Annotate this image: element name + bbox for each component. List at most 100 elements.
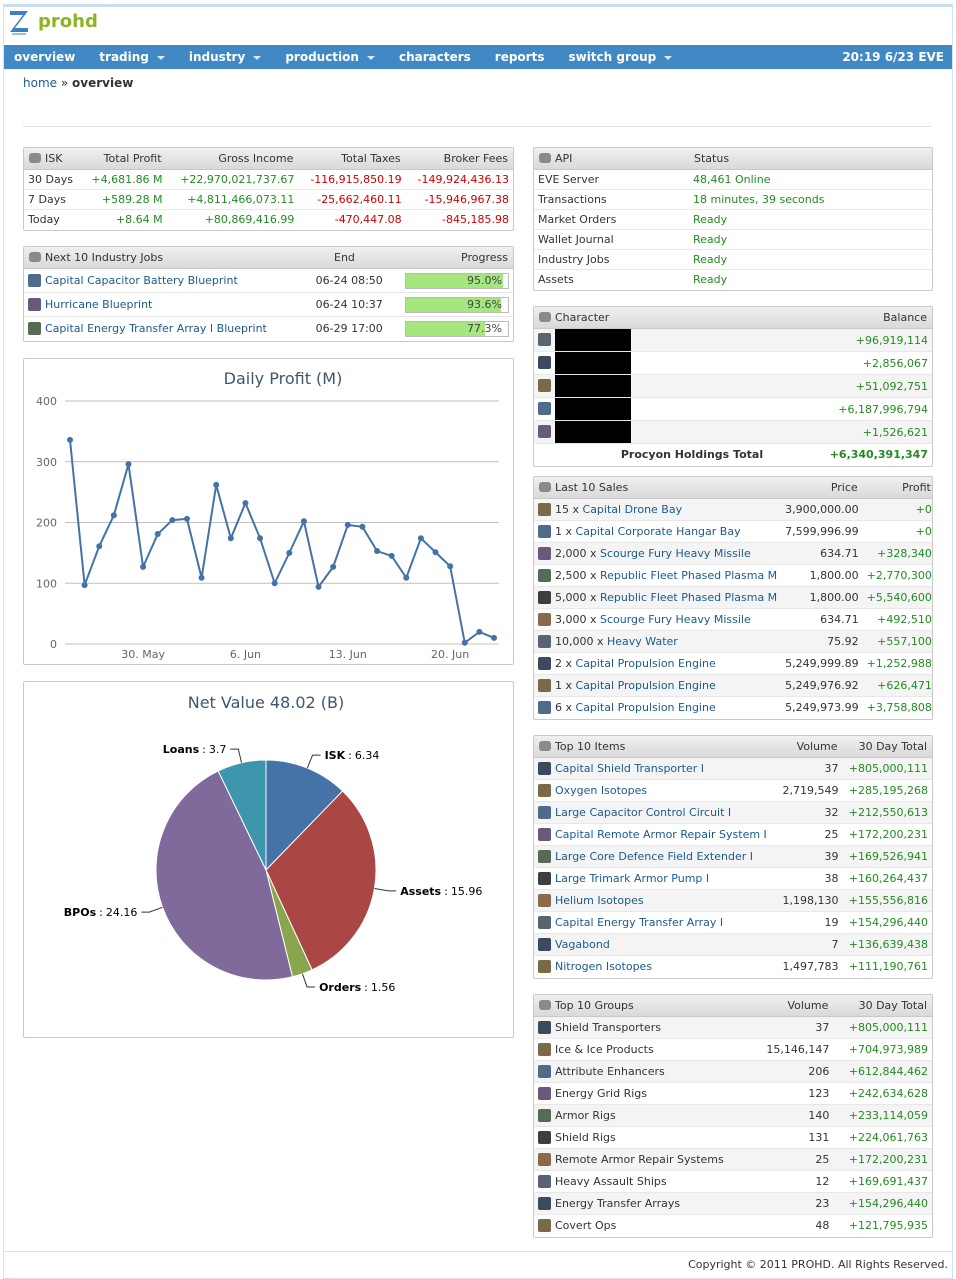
- cell: +22,970,021,737.67: [166, 169, 299, 190]
- cell: 7 Days: [24, 189, 82, 210]
- nav-label: reports: [494, 50, 545, 64]
- row: Today +8.64 M +80,869,416.99 -470,447.08 -84…: [24, 210, 513, 230]
- quantity: 5,000 x: [555, 591, 597, 604]
- nav-item[interactable]: production: [275, 50, 385, 64]
- cell: Assets: [538, 273, 574, 287]
- item-link[interactable]: Capital Propulsion Engine: [575, 701, 716, 715]
- name-cell: Vagabond: [534, 933, 777, 956]
- label-connector: [374, 887, 397, 892]
- item-link[interactable]: Capital Corporate Hangar Bay: [575, 525, 741, 538]
- item-link[interactable]: Large Core Defence Field Extender I: [555, 850, 753, 863]
- item-link[interactable]: Oxygen Isotopes: [555, 784, 648, 797]
- name-cell: Nitrogen Isotopes: [534, 956, 777, 978]
- name-cell: Heavy Assault Ships: [534, 1170, 754, 1193]
- item-link[interactable]: Capital Shield Transporter I: [555, 762, 705, 775]
- row: 7 Days +589.28 M +4,811,466,073.11 -25,662,…: [24, 189, 513, 210]
- chart-title: Net Value 48.02 (B): [188, 693, 345, 712]
- slice-value: 15.96: [451, 885, 483, 898]
- volume: 19: [776, 911, 843, 934]
- header-text: Volume: [787, 999, 829, 1012]
- price: 1,800.00: [781, 586, 863, 609]
- data-point: [417, 535, 424, 542]
- nav-item[interactable]: characters: [389, 50, 481, 64]
- profit: +3,758,808: [866, 701, 932, 715]
- slice-value: 1.56: [371, 981, 396, 994]
- line-chart: Daily Profit (M) 0 100 200 300 400 30. May 6. J…: [36, 369, 499, 661]
- row: Large Trimark Armor Pump I 38 +160,264,437: [534, 867, 932, 890]
- item-link[interactable]: Capital Energy Transfer Array I: [555, 916, 724, 929]
- header-text: Volume: [796, 740, 838, 753]
- nav-item[interactable]: overview: [4, 50, 85, 64]
- progress-fill: [406, 297, 502, 312]
- cell: Ready: [693, 273, 728, 287]
- header-row: Top 10 Items Volume 30 Day Total: [534, 736, 932, 758]
- item-icon: [538, 701, 551, 715]
- item-icon: [28, 298, 41, 311]
- item-link[interactable]: Scourge Fury Heavy Missile: [600, 547, 751, 560]
- row: +2,856,067: [534, 351, 932, 375]
- item-link[interactable]: Capital Propulsion Engine: [575, 679, 716, 692]
- total: +172,200,231: [842, 823, 932, 846]
- item-icon: [538, 850, 551, 863]
- row: 2 x Capital Propulsion Engine 5,249,999.8…: [534, 652, 932, 675]
- total: +212,550,613: [842, 801, 932, 824]
- nav-item[interactable]: trading: [89, 50, 175, 64]
- pie-slice: [217, 759, 267, 871]
- row: Large Core Defence Field Extender I 39 +16…: [534, 845, 932, 868]
- item-icon: [538, 1175, 551, 1188]
- item-link[interactable]: Large Trimark Armor Pump I: [555, 872, 710, 885]
- daily-profit-panel: Daily Profit (M) 0 100 200 300 400 30. May 6. J…: [23, 358, 514, 665]
- slice-name: Assets: [400, 885, 441, 898]
- rows: 15 x Capital Drone Bay 3,900,000.00 +0 1 x …: [534, 498, 932, 719]
- column-header: Progress: [386, 247, 513, 269]
- data-point: [271, 580, 278, 587]
- nav-item[interactable]: industry: [179, 50, 271, 64]
- item-link[interactable]: Helium Isotopes: [555, 894, 644, 907]
- y-tick-label: 400: [36, 395, 57, 408]
- pie-slice: [265, 790, 377, 971]
- row: 1 x Capital Corporate Hangar Bay 7,599,99…: [534, 520, 932, 543]
- item-link[interactable]: Capital Drone Bay: [582, 503, 683, 516]
- item-link[interactable]: Vagabond: [555, 938, 610, 951]
- job-name: Capital Energy Transfer Array I Blueprin…: [24, 317, 302, 341]
- slice-value: 6.34: [355, 749, 380, 762]
- cell: 30 Days: [24, 169, 82, 190]
- total: +121,795,935: [848, 1219, 928, 1233]
- nav-item[interactable]: switch group: [558, 50, 682, 64]
- name-cell: Remote Armor Repair Systems: [534, 1148, 754, 1171]
- sale-item: 15 x Capital Drone Bay: [534, 498, 782, 521]
- isk-panel: ISK Total Profit Gross Income Total Taxes Br…: [23, 147, 514, 231]
- header-text: Total Profit: [103, 152, 162, 165]
- item-icon: [538, 356, 551, 369]
- nav-item[interactable]: reports: [485, 50, 555, 64]
- item-link[interactable]: Scourge Fury Heavy Missile: [600, 613, 751, 626]
- item-link[interactable]: Capital Propulsion Engine: [575, 657, 716, 670]
- item-link[interactable]: Republic Fleet Phased Plasma M: [600, 569, 778, 582]
- row: Assets Ready: [534, 270, 932, 290]
- item-link[interactable]: Republic Fleet Phased Plasma M: [600, 591, 778, 604]
- row: EVE Server 48,461 Online: [534, 169, 932, 190]
- volume: 23: [753, 1192, 834, 1215]
- breadcrumb-link[interactable]: home: [23, 76, 58, 90]
- item-link[interactable]: Nitrogen Isotopes: [555, 960, 653, 974]
- job-link[interactable]: Capital Capacitor Battery Blueprint: [45, 274, 238, 287]
- progress-bar: 93.6%: [405, 296, 509, 313]
- item-link[interactable]: Heavy Water: [607, 635, 678, 648]
- sale-item: 6 x Capital Propulsion Engine: [534, 697, 781, 719]
- name-cell: Ice & Ice Products: [534, 1038, 754, 1061]
- header-text: End: [334, 251, 355, 264]
- name-cell: Oxygen Isotopes: [534, 779, 777, 802]
- cell: 18 minutes, 39 seconds: [689, 189, 932, 210]
- item-link[interactable]: Capital Remote Armor Repair System I: [555, 828, 767, 841]
- item-link[interactable]: Large Capacitor Control Circuit I: [555, 806, 732, 819]
- volume: 12: [753, 1170, 834, 1193]
- rows: Capital Shield Transporter I 37 +805,000,1…: [534, 757, 932, 978]
- job-link[interactable]: Capital Energy Transfer Array I Blueprin…: [45, 322, 267, 336]
- header-text: Balance: [883, 311, 927, 324]
- logo[interactable]: prohd: [38, 11, 98, 32]
- header-row: Next 10 Industry Jobs End Progress: [24, 247, 513, 269]
- redacted-name: [555, 398, 631, 420]
- job-link[interactable]: Hurricane Blueprint: [45, 298, 153, 311]
- data-point: [461, 639, 468, 646]
